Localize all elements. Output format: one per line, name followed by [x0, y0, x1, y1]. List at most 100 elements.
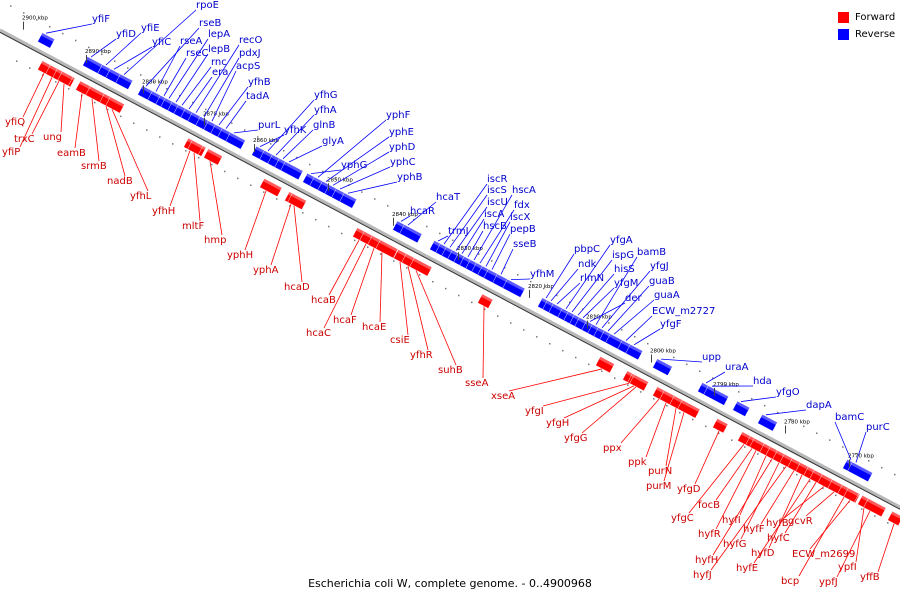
reverse-leader-line — [545, 253, 575, 299]
reverse-gene-label: ECW_m2727 — [652, 306, 715, 317]
forward-gene-block — [105, 96, 125, 114]
guide-dot — [894, 473, 896, 476]
guide-dot — [621, 329, 623, 331]
guide-dot — [686, 363, 688, 366]
reverse-leader-line — [855, 431, 867, 463]
reverse-leader-line — [155, 45, 181, 92]
forward-gene-label: yfgD — [677, 484, 701, 495]
guide-dot — [816, 432, 818, 434]
reverse-gene-label: guaB — [649, 276, 675, 287]
forward-gene-label: purN — [648, 466, 672, 477]
reverse-leader-line — [288, 145, 323, 163]
reverse-gene-block — [225, 132, 246, 150]
forward-leader-line — [809, 500, 851, 550]
forward-gene-label: bcp — [781, 576, 799, 587]
reverse-leader-line — [145, 27, 200, 87]
reverse-leader-line — [556, 282, 581, 305]
axis-line — [0, 28, 900, 509]
guide-dot — [666, 404, 668, 407]
reverse-gene-label: hcaT — [436, 192, 461, 203]
forward-gene-label: hyfR — [698, 529, 721, 540]
guide-dot — [861, 508, 863, 510]
forward-leader-line — [193, 152, 201, 222]
reverse-leader-line — [400, 215, 411, 222]
reverse-leader-line — [550, 268, 579, 302]
forward-gene-label: hyfF — [743, 524, 765, 535]
legend-item-reverse: Reverse — [838, 26, 895, 43]
guide-dot — [231, 122, 233, 124]
forward-gene-label: ECW_m2699 — [792, 549, 855, 560]
guide-dot — [627, 384, 629, 386]
forward-gene-block — [203, 148, 223, 166]
forward-leader-line — [768, 474, 803, 549]
guide-dot — [764, 404, 766, 407]
forward-gene-label: ppk — [628, 457, 647, 468]
guide-dot — [224, 170, 226, 173]
forward-gene-block — [712, 418, 729, 434]
reverse-leader-line — [347, 181, 398, 194]
forward-gene-label: gcvR — [788, 516, 813, 527]
reverse-gene-block — [115, 73, 133, 90]
forward-gene-label: hyfE — [736, 563, 758, 574]
reverse-leader-line — [175, 53, 209, 103]
reverse-gene-label: bamC — [835, 412, 864, 423]
guide-dot — [133, 122, 135, 124]
guide-dot — [218, 115, 220, 118]
guide-dot — [679, 411, 681, 414]
tick-mark — [86, 55, 87, 64]
reverse-gene-block — [625, 344, 643, 361]
guide-dot — [653, 398, 655, 400]
guide-dot — [575, 356, 577, 359]
reverse-leader-line — [740, 396, 777, 402]
reverse-gene-label: yphE — [389, 127, 414, 138]
reverse-gene-label: rpoE — [196, 0, 219, 11]
reverse-leader-line — [443, 183, 488, 245]
guide-dot — [159, 136, 161, 138]
guide-dot — [283, 149, 285, 152]
guide-dot — [205, 108, 207, 111]
forward-leader-line — [111, 109, 149, 192]
guide-dot — [400, 212, 402, 214]
forward-leader-line — [293, 205, 303, 283]
forward-leader-line — [739, 455, 767, 516]
guide-dot — [562, 349, 564, 352]
reverse-gene-label: yfhG — [314, 90, 338, 101]
guide-dot — [101, 53, 103, 56]
guide-dot — [439, 232, 441, 235]
reverse-gene-label: yphD — [389, 142, 416, 153]
guide-dot — [796, 473, 798, 476]
tick-mark — [651, 354, 652, 363]
forward-leader-line — [91, 98, 100, 162]
reverse-leader-line — [332, 151, 390, 186]
forward-leader-line — [760, 470, 795, 525]
forward-gene-block — [595, 356, 615, 374]
reverse-gene-label: rseC — [186, 48, 208, 59]
reverse-gene-label: yfgJ — [650, 261, 669, 272]
forward-leader-line — [350, 247, 375, 316]
reverse-leader-line — [449, 194, 488, 248]
guide-dot — [868, 460, 870, 462]
guide-dot — [36, 19, 38, 21]
guide-dot — [705, 425, 707, 428]
guide-dot — [68, 88, 70, 90]
reverse-leader-line — [577, 273, 615, 316]
reverse-leader-line — [123, 9, 197, 75]
forward-leader-line — [663, 412, 685, 482]
reverse-gene-label: sseB — [513, 239, 537, 250]
reverse-gene-label: iscU — [487, 197, 508, 208]
reverse-leader-line — [168, 38, 209, 99]
guide-dot — [777, 411, 779, 414]
guide-dot — [504, 267, 506, 269]
tick-label: 2850 kbp — [327, 177, 353, 183]
reverse-leader-line — [163, 57, 187, 96]
guide-dot — [127, 67, 129, 69]
forward-gene-label: xseA — [491, 391, 515, 402]
forward-leader-line — [753, 478, 811, 564]
reverse-gene-block — [757, 414, 778, 432]
reverse-gene-label: hda — [753, 376, 772, 387]
reverse-gene-label: pbpC — [574, 244, 600, 255]
guide-dot — [94, 101, 96, 104]
tick-label: 2800 kbp — [650, 349, 676, 355]
reverse-leader-line — [473, 194, 513, 261]
guide-dot — [146, 129, 148, 131]
